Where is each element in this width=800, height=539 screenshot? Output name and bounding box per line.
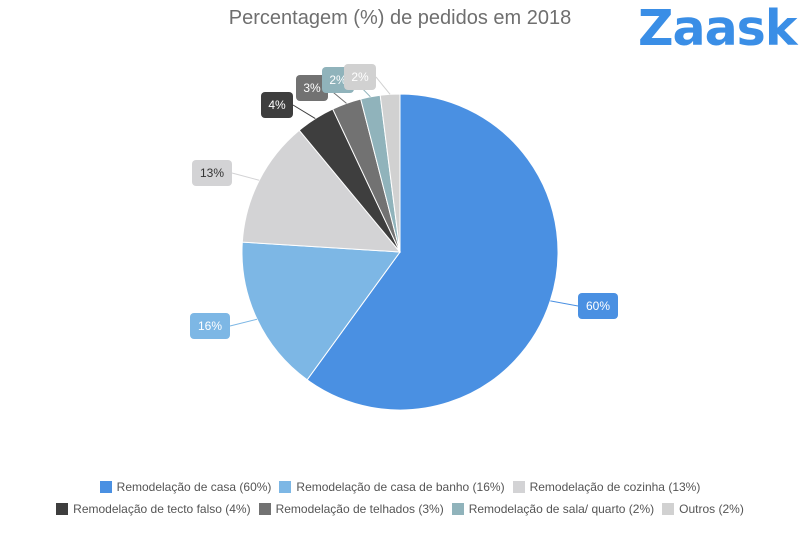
legend-label: Outros (2%) — [679, 502, 744, 516]
data-label: 2% — [329, 73, 347, 87]
legend-label: Remodelação de tecto falso (4%) — [73, 502, 251, 516]
legend-swatch — [258, 503, 271, 515]
callout-line — [292, 104, 316, 120]
data-label-box — [296, 75, 328, 101]
data-label-box — [344, 64, 376, 90]
legend-item[interactable]: Remodelação de casa de banho (16%) — [279, 480, 505, 494]
pie-slice — [241, 241, 401, 381]
legend-swatch — [99, 481, 112, 493]
legend-row-2: Remodelação de tecto falso (4%) Remodelaç… — [0, 502, 800, 516]
data-label-box — [190, 313, 230, 339]
legend-item[interactable]: Remodelação de tecto falso (4%) — [56, 502, 251, 516]
chart-title: Percentagem (%) de pedidos em 2018 — [228, 7, 572, 29]
callout-line — [550, 300, 579, 307]
legend-swatch — [662, 503, 675, 515]
data-label: 16% — [198, 319, 222, 333]
pie-slice — [241, 129, 402, 253]
callout-line — [231, 172, 260, 181]
data-label: 13% — [200, 166, 224, 180]
legend-item[interactable]: Outros (2%) — [662, 502, 744, 516]
callout-line — [375, 76, 391, 95]
legend-swatch — [512, 481, 525, 493]
legend-swatch — [56, 503, 69, 515]
legend-swatch — [279, 481, 292, 493]
callout-line — [229, 318, 258, 327]
data-label-box — [578, 293, 618, 319]
data-label: 2% — [351, 70, 369, 84]
data-label-box — [261, 92, 293, 118]
legend-label: Remodelação de casa (60%) — [116, 480, 272, 494]
legend-label: Remodelação de cozinha (13%) — [529, 480, 701, 494]
legend-row-1: Remodelação de casa (60%) Remodelação de … — [0, 480, 800, 494]
data-label: 60% — [586, 299, 610, 313]
legend-label: Remodelação de telhados (3%) — [275, 502, 444, 516]
pie-slice — [306, 93, 559, 411]
legend-label: Remodelação de casa de banho (16%) — [296, 480, 505, 494]
legend-label: Remodelação de sala/ quarto (2%) — [468, 502, 655, 516]
zaask-logo: Zaask — [638, 0, 797, 57]
legend-item[interactable]: Remodelação de sala/ quarto (2%) — [451, 502, 655, 516]
data-label: 3% — [303, 81, 321, 95]
data-label-box — [192, 160, 232, 186]
data-label: 4% — [268, 98, 286, 112]
legend-item[interactable]: Remodelação de telhados (3%) — [258, 502, 444, 516]
legend-swatch — [451, 503, 464, 515]
legend-item[interactable]: Remodelação de casa (60%) — [99, 480, 272, 494]
legend-item[interactable]: Remodelação de cozinha (13%) — [512, 480, 701, 494]
